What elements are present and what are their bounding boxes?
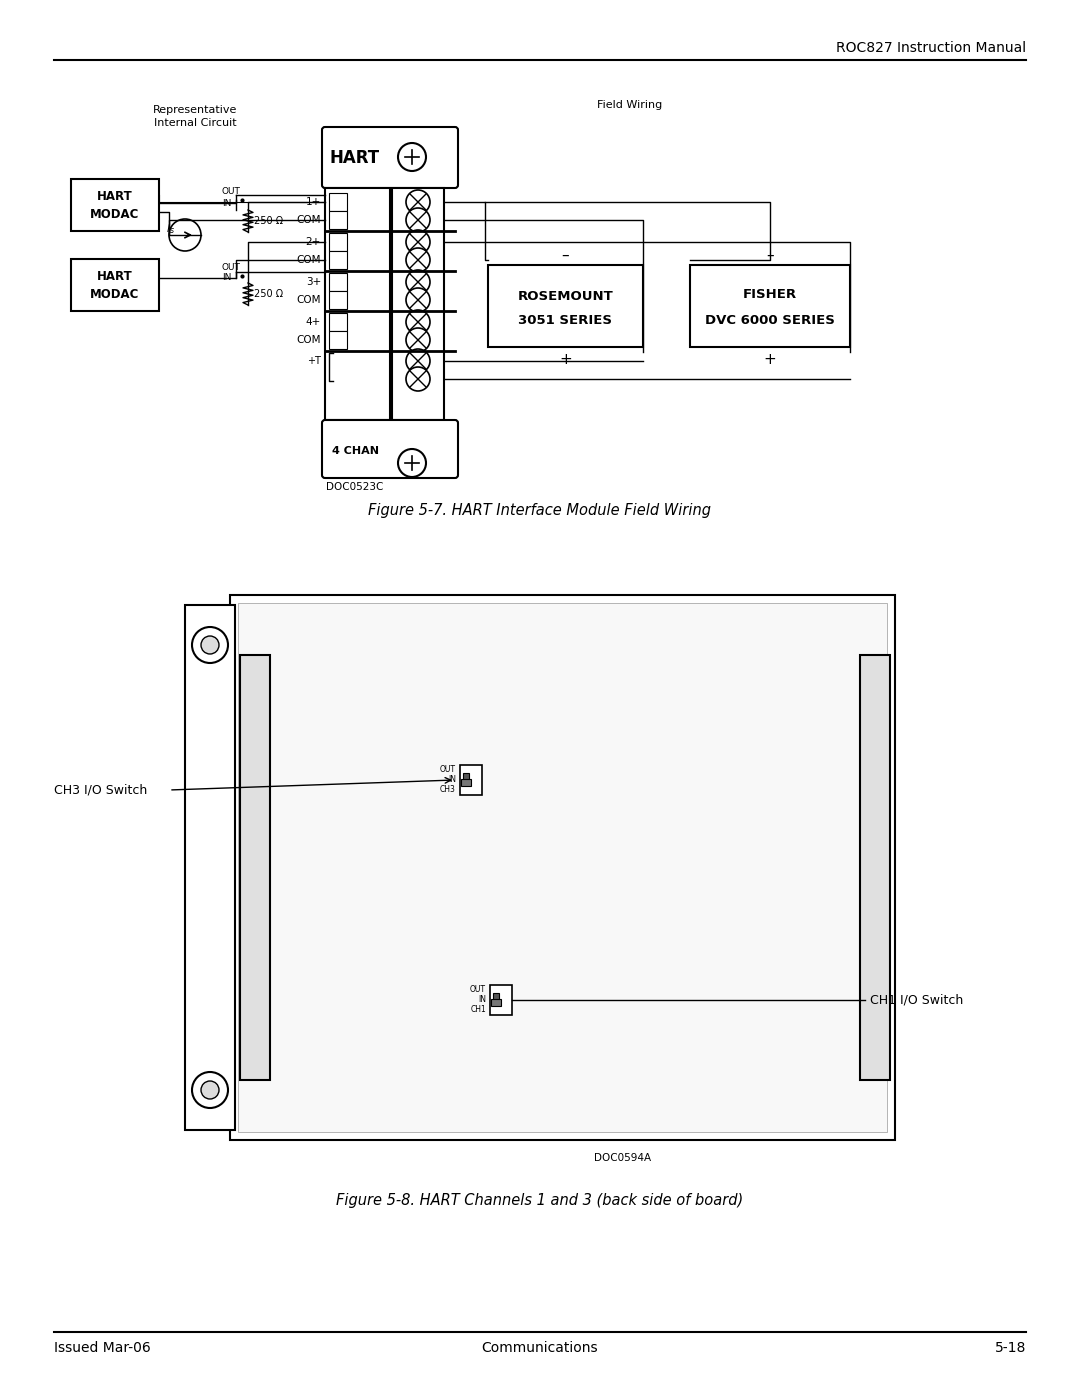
Bar bbox=[329, 211, 347, 229]
Bar bbox=[329, 233, 347, 251]
FancyBboxPatch shape bbox=[322, 420, 458, 478]
Bar bbox=[325, 189, 390, 420]
Circle shape bbox=[399, 448, 426, 476]
Text: Figure 5-7. HART Interface Module Field Wiring: Figure 5-7. HART Interface Module Field … bbox=[368, 503, 712, 517]
Bar bbox=[488, 265, 643, 346]
Bar bbox=[490, 985, 512, 1016]
Text: DOC0594A: DOC0594A bbox=[594, 1153, 651, 1162]
Text: OUT: OUT bbox=[222, 187, 241, 196]
Circle shape bbox=[406, 310, 430, 334]
Circle shape bbox=[406, 249, 430, 272]
Bar bbox=[392, 189, 444, 420]
Text: COM: COM bbox=[297, 256, 321, 265]
Text: 4 CHAN: 4 CHAN bbox=[332, 446, 378, 455]
Text: Issued Mar-06: Issued Mar-06 bbox=[54, 1341, 151, 1355]
Text: DOC0523C: DOC0523C bbox=[326, 482, 383, 492]
Text: COM: COM bbox=[297, 295, 321, 305]
Text: OUT: OUT bbox=[222, 264, 241, 272]
Bar bbox=[329, 251, 347, 270]
Text: –: – bbox=[766, 247, 773, 263]
Text: COM: COM bbox=[297, 335, 321, 345]
Bar bbox=[491, 999, 501, 1006]
Text: 250 Ω: 250 Ω bbox=[254, 217, 283, 226]
Text: +: + bbox=[764, 352, 777, 366]
Bar bbox=[71, 179, 159, 231]
Text: 2+: 2+ bbox=[306, 237, 321, 247]
Text: CH3 I/O Switch: CH3 I/O Switch bbox=[54, 784, 147, 796]
Text: HART: HART bbox=[97, 270, 133, 282]
Circle shape bbox=[192, 1071, 228, 1108]
Circle shape bbox=[406, 231, 430, 254]
Bar bbox=[185, 605, 235, 1130]
Bar bbox=[461, 780, 471, 787]
Circle shape bbox=[406, 367, 430, 391]
Text: IN: IN bbox=[222, 274, 231, 282]
Text: MODAC: MODAC bbox=[91, 208, 139, 221]
Text: Communications: Communications bbox=[482, 1341, 598, 1355]
Text: HART: HART bbox=[329, 149, 380, 168]
Text: CH1 I/O Switch: CH1 I/O Switch bbox=[870, 993, 963, 1006]
Text: CH1: CH1 bbox=[470, 1006, 486, 1014]
Text: –: – bbox=[562, 247, 569, 263]
Circle shape bbox=[406, 270, 430, 293]
Circle shape bbox=[192, 627, 228, 664]
Bar bbox=[329, 272, 347, 291]
Text: CH3: CH3 bbox=[441, 785, 456, 795]
Text: DVC 6000 SERIES: DVC 6000 SERIES bbox=[705, 313, 835, 327]
Bar bbox=[240, 655, 270, 1080]
Bar bbox=[329, 193, 347, 211]
Circle shape bbox=[201, 1081, 219, 1099]
Circle shape bbox=[406, 328, 430, 352]
Bar bbox=[329, 291, 347, 309]
Bar bbox=[690, 265, 850, 346]
Circle shape bbox=[201, 636, 219, 654]
Text: OUT: OUT bbox=[440, 766, 456, 774]
Text: COM: COM bbox=[297, 215, 321, 225]
Text: ROSEMOUNT: ROSEMOUNT bbox=[517, 291, 613, 303]
Text: 5-18: 5-18 bbox=[995, 1341, 1026, 1355]
Text: $I_s$: $I_s$ bbox=[166, 222, 176, 236]
Text: +T: +T bbox=[307, 356, 321, 366]
Text: 1+: 1+ bbox=[306, 197, 321, 207]
Text: HART: HART bbox=[97, 190, 133, 203]
Bar bbox=[860, 655, 890, 1080]
Text: 3+: 3+ bbox=[306, 277, 321, 286]
Text: FISHER: FISHER bbox=[743, 289, 797, 302]
Bar bbox=[460, 766, 482, 795]
Text: IN: IN bbox=[448, 775, 456, 785]
Circle shape bbox=[406, 208, 430, 232]
Bar bbox=[238, 604, 887, 1132]
Text: MODAC: MODAC bbox=[91, 288, 139, 300]
Text: +: + bbox=[559, 352, 572, 366]
FancyBboxPatch shape bbox=[322, 127, 458, 189]
Circle shape bbox=[406, 349, 430, 373]
Text: 4+: 4+ bbox=[306, 317, 321, 327]
Text: IN: IN bbox=[222, 198, 231, 208]
Text: Figure 5-8. HART Channels 1 and 3 (back side of board): Figure 5-8. HART Channels 1 and 3 (back … bbox=[336, 1193, 744, 1207]
Bar bbox=[492, 993, 499, 1004]
Text: OUT: OUT bbox=[470, 985, 486, 995]
Text: 3051 SERIES: 3051 SERIES bbox=[518, 313, 612, 327]
Circle shape bbox=[406, 190, 430, 214]
Circle shape bbox=[168, 219, 201, 251]
Bar bbox=[329, 331, 347, 349]
Text: ROC827 Instruction Manual: ROC827 Instruction Manual bbox=[836, 41, 1026, 54]
Circle shape bbox=[406, 288, 430, 312]
Text: Representative
Internal Circuit: Representative Internal Circuit bbox=[152, 105, 238, 129]
Bar bbox=[329, 313, 347, 331]
Text: Field Wiring: Field Wiring bbox=[597, 101, 663, 110]
Bar bbox=[71, 258, 159, 312]
Bar bbox=[463, 773, 469, 785]
Text: 250 Ω: 250 Ω bbox=[254, 289, 283, 299]
Bar bbox=[230, 595, 895, 1140]
Text: IN: IN bbox=[478, 996, 486, 1004]
Circle shape bbox=[399, 142, 426, 170]
